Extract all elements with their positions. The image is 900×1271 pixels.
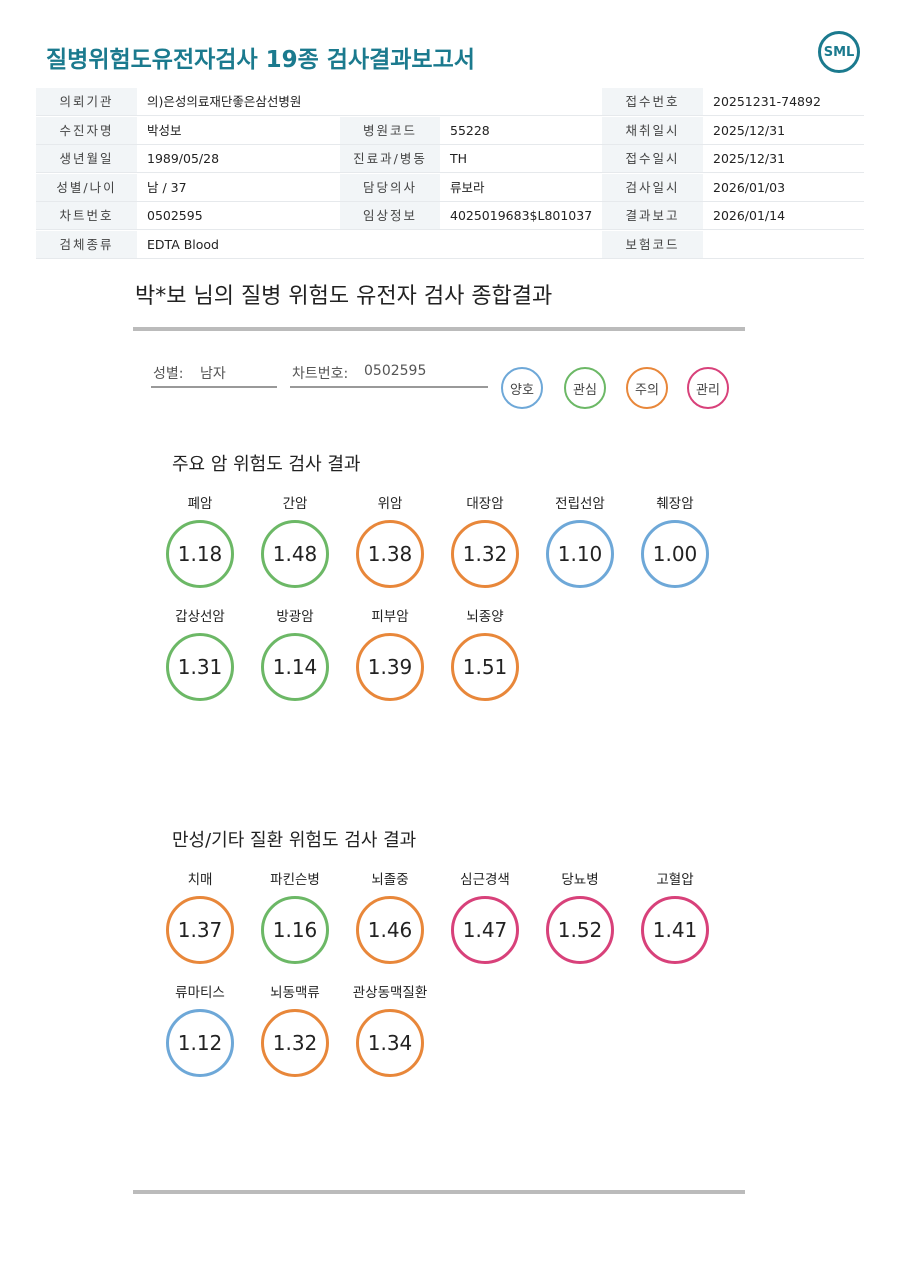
field-value: 0502595: [364, 363, 427, 379]
info-value: 남 / 37: [137, 174, 340, 202]
info-label: 담당의사: [340, 173, 440, 202]
item-name: 치매: [187, 872, 213, 888]
report-title: 질병위험도유전자검사 19종 검사결과보고서: [46, 47, 475, 73]
info-value: 20251231-74892: [703, 88, 864, 116]
item-name: 간암: [282, 496, 308, 512]
risk-circle: 1.10: [546, 520, 614, 588]
risk-circle: 1.18: [166, 520, 234, 588]
item-name: 췌장암: [656, 496, 694, 512]
info-value: 4025019683$L801037: [440, 202, 602, 231]
legend-item: 관리: [687, 367, 729, 409]
info-value: 2026/01/14: [703, 202, 864, 231]
info-value: 1989/05/28: [137, 145, 340, 174]
item-name: 전립선암: [555, 496, 605, 512]
info-value: 2026/01/03: [703, 174, 864, 202]
risk-circle: 1.31: [166, 633, 234, 701]
info-label: 결과보고: [602, 202, 703, 231]
divider: [133, 1190, 745, 1194]
risk-circle: 1.14: [261, 633, 329, 701]
field-label: 차트번호:: [292, 366, 349, 382]
item-name: 뇌동맥류: [270, 985, 320, 1001]
info-label: 차트번호: [36, 202, 137, 231]
risk-circle: 1.37: [166, 896, 234, 964]
summary-title: 박*보 님의 질병 위험도 유전자 검사 종합결과: [135, 284, 553, 309]
item-name: 고혈압: [656, 872, 694, 888]
legend-item: 관심: [564, 367, 606, 409]
field-label: 성별:: [153, 366, 184, 382]
risk-circle: 1.51: [451, 633, 519, 701]
info-label: 수진자명: [36, 116, 137, 145]
section-title: 주요 암 위험도 검사 결과: [172, 454, 361, 475]
risk-circle: 1.48: [261, 520, 329, 588]
item-name: 위암: [377, 496, 403, 512]
divider: [133, 327, 745, 331]
info-label: 접수일시: [602, 145, 703, 174]
item-name: 관상동맥질환: [352, 985, 428, 1001]
item-name: 당뇨병: [561, 872, 599, 888]
underline: [151, 386, 277, 388]
risk-circle: 1.34: [356, 1009, 424, 1077]
logo: SML: [818, 31, 860, 73]
info-value: 박성보: [137, 117, 340, 145]
item-name: 뇌종양: [466, 609, 504, 625]
info-label: 보험코드: [602, 231, 703, 259]
item-name: 류마티스: [175, 985, 225, 1001]
risk-circle: 1.38: [356, 520, 424, 588]
risk-circle: 1.16: [261, 896, 329, 964]
item-name: 심근경색: [460, 872, 510, 888]
info-label: 채취일시: [602, 116, 703, 145]
info-value: EDTA Blood: [137, 231, 602, 259]
info-value: 2025/12/31: [703, 145, 864, 174]
item-name: 갑상선암: [175, 609, 225, 625]
info-label: 진료과/병동: [340, 145, 440, 174]
info-label: 검사일시: [602, 173, 703, 202]
risk-circle: 1.46: [356, 896, 424, 964]
risk-circle: 1.00: [641, 520, 709, 588]
legend-item: 양호: [501, 367, 543, 409]
info-value: 0502595: [137, 202, 340, 231]
info-value: 55228: [440, 117, 602, 145]
item-name: 피부암: [371, 609, 409, 625]
risk-circle: 1.32: [261, 1009, 329, 1077]
info-label: 병원코드: [340, 116, 440, 145]
info-label: 생년월일: [36, 145, 137, 174]
info-value: 류보라: [440, 174, 602, 202]
info-value: 2025/12/31: [703, 117, 864, 145]
section-title: 만성/기타 질환 위험도 검사 결과: [172, 830, 417, 851]
info-label: 임상정보: [340, 202, 440, 231]
item-name: 폐암: [187, 496, 213, 512]
info-label: 접수번호: [602, 88, 703, 116]
info-label: 검체종류: [36, 231, 137, 259]
item-name: 뇌졸중: [371, 872, 409, 888]
item-name: 방광암: [276, 609, 314, 625]
risk-circle: 1.41: [641, 896, 709, 964]
underline: [290, 386, 488, 388]
info-value: 의)은성의료재단좋은삼선병원: [137, 88, 602, 116]
item-name: 대장암: [466, 496, 504, 512]
info-value: [703, 231, 864, 259]
risk-circle: 1.52: [546, 896, 614, 964]
field-value: 남자: [200, 366, 226, 382]
item-name: 파킨슨병: [270, 872, 320, 888]
info-label: 의뢰기관: [36, 88, 137, 116]
risk-circle: 1.12: [166, 1009, 234, 1077]
legend-item: 주의: [626, 367, 668, 409]
info-label: 성별/나이: [36, 173, 137, 202]
risk-circle: 1.47: [451, 896, 519, 964]
risk-circle: 1.32: [451, 520, 519, 588]
risk-circle: 1.39: [356, 633, 424, 701]
info-value: TH: [440, 145, 602, 174]
